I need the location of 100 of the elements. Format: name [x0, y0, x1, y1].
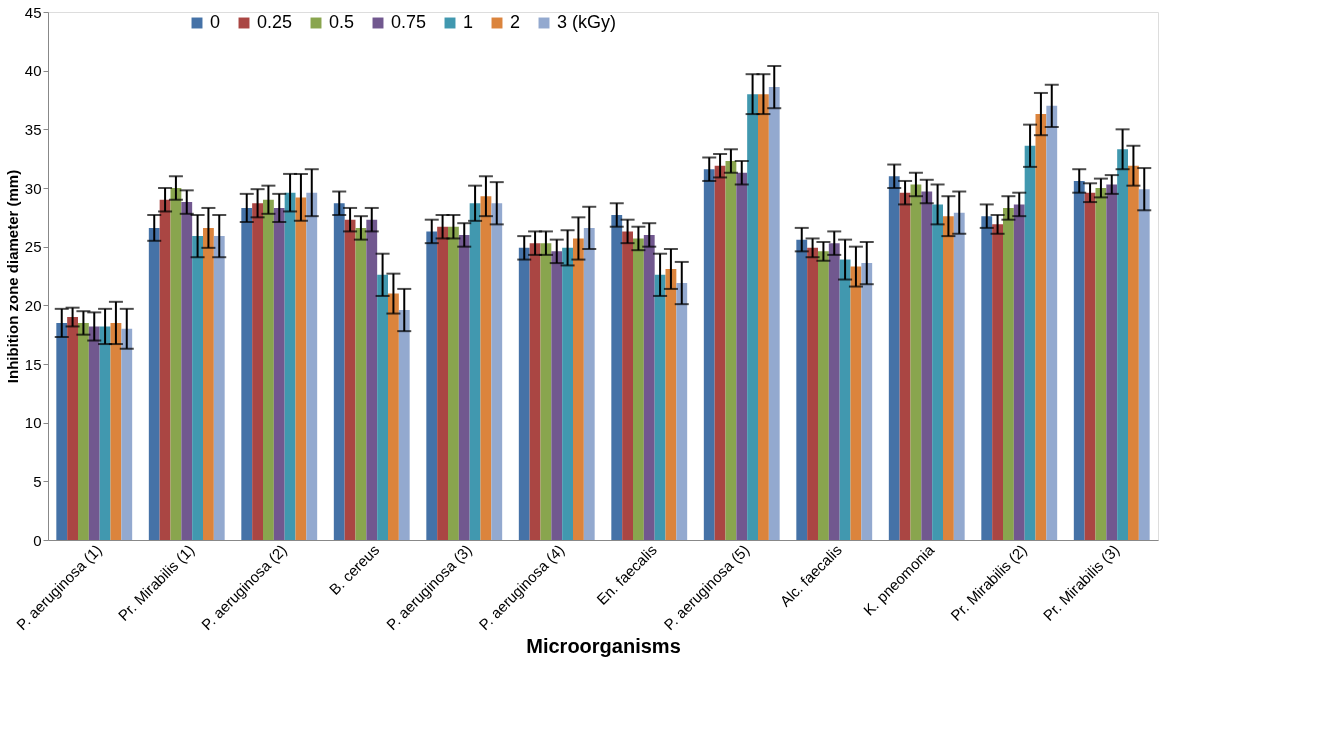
legend-label: 0	[210, 12, 221, 32]
bar	[611, 214, 623, 540]
bar	[921, 191, 933, 540]
bar	[398, 310, 410, 540]
bar	[953, 212, 965, 540]
bar	[366, 219, 378, 540]
bar	[910, 184, 922, 540]
bar	[899, 192, 911, 540]
bar	[888, 176, 900, 540]
bar	[768, 87, 780, 540]
bar	[148, 227, 160, 540]
bar	[213, 236, 225, 540]
bar	[388, 293, 399, 540]
bar	[828, 243, 840, 540]
bar	[665, 268, 677, 540]
bar	[518, 247, 530, 540]
bar	[192, 236, 203, 540]
bar	[540, 243, 552, 540]
bar	[1046, 105, 1058, 540]
bar	[1106, 184, 1118, 540]
bar	[633, 238, 644, 540]
y-tick-label: 30	[24, 179, 42, 197]
bar	[622, 231, 633, 540]
x-axis-title: Microorganisms	[526, 635, 681, 658]
bar	[932, 204, 943, 540]
legend-label: 0.25	[257, 12, 293, 32]
bar	[654, 274, 666, 540]
legend-label: 3	[557, 12, 568, 32]
bar	[529, 243, 541, 540]
bar	[344, 219, 356, 540]
bar	[1084, 192, 1096, 540]
bar	[714, 165, 726, 540]
bar	[562, 247, 573, 540]
bar	[796, 239, 808, 540]
y-tick-label: 40	[24, 62, 42, 80]
bar	[676, 283, 688, 540]
bar	[426, 231, 438, 540]
legend-label: 0.5	[329, 12, 355, 32]
legend-label: 1	[463, 12, 474, 32]
bar	[181, 202, 193, 540]
legend-label: 0.75	[391, 12, 427, 32]
bar	[67, 317, 78, 540]
bar	[1095, 188, 1107, 540]
bar	[263, 199, 274, 540]
bar	[1013, 204, 1025, 540]
bar	[491, 203, 503, 540]
bar	[306, 192, 318, 540]
bar	[703, 169, 715, 540]
bar	[437, 226, 448, 540]
y-tick-label: 25	[24, 238, 42, 256]
bar	[861, 263, 873, 540]
bar	[850, 266, 862, 540]
bar	[480, 196, 492, 540]
bar	[992, 224, 1003, 540]
bar	[643, 234, 655, 540]
bar	[448, 226, 459, 540]
bar	[295, 197, 307, 540]
bar	[56, 322, 68, 540]
bar	[1024, 145, 1036, 540]
y-tick-label: 10	[24, 414, 42, 432]
legend-title: (kGy)	[572, 12, 616, 32]
bar	[981, 216, 993, 540]
bar	[355, 227, 367, 540]
legend-label: 2	[510, 12, 521, 32]
bar	[725, 161, 737, 540]
bar	[1035, 114, 1047, 540]
bar	[377, 274, 388, 540]
bar	[110, 322, 122, 540]
bar	[1128, 165, 1139, 540]
bar	[284, 192, 296, 540]
bar	[807, 247, 818, 540]
bar	[1003, 207, 1014, 540]
y-tick-label: 35	[24, 120, 42, 138]
bar	[839, 259, 851, 540]
bar	[1138, 189, 1150, 540]
y-tick-label: 0	[33, 531, 42, 549]
bar	[747, 94, 758, 540]
bar	[252, 203, 263, 540]
bar	[121, 328, 133, 540]
bar	[159, 199, 171, 540]
bar	[583, 227, 595, 540]
bar	[943, 216, 954, 540]
y-tick-label: 20	[24, 296, 42, 314]
bar	[458, 234, 470, 540]
y-tick-label: 45	[24, 3, 42, 21]
bar	[78, 322, 89, 540]
bar	[273, 207, 285, 540]
bar	[736, 172, 748, 540]
y-tick-label: 5	[33, 472, 42, 490]
bar	[1117, 149, 1128, 540]
y-tick-label: 15	[24, 355, 42, 373]
bar	[1073, 180, 1085, 540]
bar	[170, 188, 182, 540]
bar	[99, 326, 111, 540]
bar	[203, 227, 214, 540]
bar	[469, 203, 481, 540]
bar	[573, 238, 584, 540]
bar	[758, 94, 769, 540]
bar	[241, 207, 253, 540]
bar	[818, 251, 829, 540]
